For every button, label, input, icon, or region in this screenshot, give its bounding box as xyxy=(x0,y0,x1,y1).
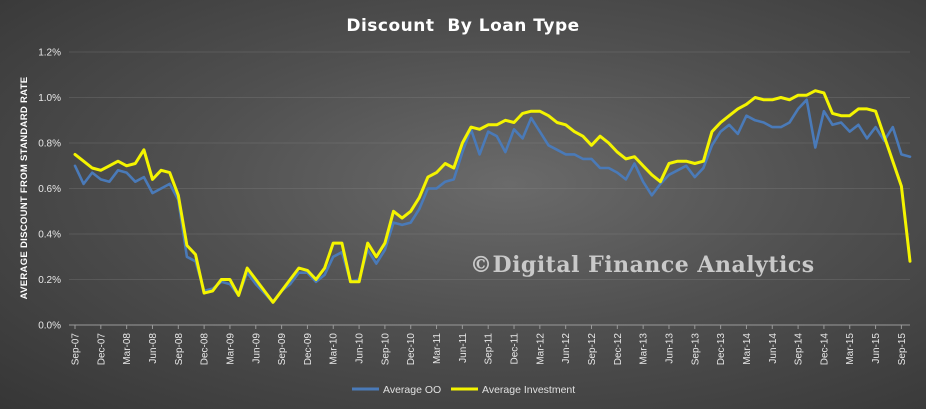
watermark: ©Digital Finance Analytics xyxy=(470,252,815,278)
x-tick-label: Dec-11 xyxy=(510,333,521,365)
x-tick-label: Jun-13 xyxy=(664,333,675,364)
y-tick-label: 0.4% xyxy=(38,230,61,241)
legend-label: Average OO xyxy=(383,384,441,396)
y-tick-label: 0.6% xyxy=(38,184,61,195)
gridlines xyxy=(69,51,910,326)
x-tick-label: Jun-08 xyxy=(148,333,159,364)
x-tick-label: Sep-13 xyxy=(690,333,701,366)
x-tick-label: Sep-11 xyxy=(484,333,495,365)
x-tick-label: Mar-13 xyxy=(639,333,650,365)
series-lines xyxy=(73,89,912,304)
x-tick-label: Sep-14 xyxy=(794,333,805,366)
y-tick-label: 0.2% xyxy=(38,275,61,286)
x-tick-label: Mar-15 xyxy=(845,333,856,365)
x-tick-label: Sep-10 xyxy=(380,333,391,366)
y-tick-label: 1.0% xyxy=(38,93,61,104)
series-line-average-investment xyxy=(73,89,912,304)
x-tick-label: Dec-10 xyxy=(406,333,417,366)
x-tick-label: Dec-09 xyxy=(303,333,314,366)
y-tick-label: 0.8% xyxy=(38,139,61,150)
x-tick-label: Jun-09 xyxy=(251,333,262,364)
chart-title: Discount By Loan Type xyxy=(346,16,579,36)
y-tick-label: 0.0% xyxy=(38,321,61,332)
y-axis-label: AVERAGE DISCOUNT FROM STANDARD RATE xyxy=(19,77,30,300)
x-tick-label: Dec-07 xyxy=(96,333,107,366)
x-tick-label: Mar-10 xyxy=(329,333,340,365)
x-axis-ticks: Sep-07 Dec-07 Mar-08 Jun-08 Sep-08 Dec-08 Mar-… xyxy=(71,325,908,365)
x-tick-label: Jun-14 xyxy=(768,333,779,364)
x-tick-label: Sep-08 xyxy=(174,333,185,366)
x-tick-label: Dec-14 xyxy=(819,333,830,366)
y-axis-ticks: 0.0% 0.2% 0.4% 0.6% 0.8% 1.0% 1.2% xyxy=(38,48,61,332)
x-tick-label: Jun-10 xyxy=(355,333,366,364)
x-tick-label: Mar-12 xyxy=(535,333,546,365)
x-tick-label: Mar-14 xyxy=(742,333,753,365)
legend-label: Average Investment xyxy=(482,384,575,396)
x-tick-label: Sep-09 xyxy=(277,333,288,366)
x-tick-label: Jun-11 xyxy=(458,333,469,363)
legend: Average OO Average Investment xyxy=(352,384,575,396)
x-tick-label: Mar-11 xyxy=(432,333,443,364)
x-tick-label: Mar-08 xyxy=(122,333,133,365)
x-tick-label: Mar-09 xyxy=(225,333,236,365)
x-tick-label: Dec-13 xyxy=(716,333,727,366)
x-tick-label: Dec-08 xyxy=(200,333,211,366)
x-tick-label: Sep-07 xyxy=(71,333,82,366)
x-tick-label: Dec-12 xyxy=(613,333,624,366)
y-tick-label: 1.2% xyxy=(38,48,61,59)
x-tick-label: Sep-12 xyxy=(587,333,598,366)
x-tick-label: Jun-12 xyxy=(561,333,572,364)
x-tick-label: Jun-15 xyxy=(871,333,882,364)
x-tick-label: Sep-15 xyxy=(897,333,908,366)
